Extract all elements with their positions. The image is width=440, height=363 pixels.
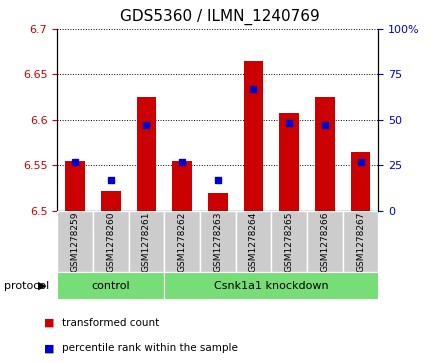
Bar <box>164 272 378 299</box>
Bar <box>65 160 85 211</box>
Text: ■: ■ <box>44 343 55 354</box>
Text: GSM1278261: GSM1278261 <box>142 211 151 272</box>
Text: GSM1278260: GSM1278260 <box>106 211 115 272</box>
Bar <box>136 97 156 211</box>
Bar <box>164 211 200 272</box>
Text: protocol: protocol <box>4 281 50 291</box>
Bar <box>57 211 93 272</box>
Bar <box>236 211 271 272</box>
Text: GDS5360 / ILMN_1240769: GDS5360 / ILMN_1240769 <box>120 9 320 25</box>
Text: control: control <box>92 281 130 291</box>
Bar <box>57 272 164 299</box>
Text: GSM1278263: GSM1278263 <box>213 211 222 272</box>
Text: GSM1278264: GSM1278264 <box>249 211 258 272</box>
Bar <box>101 191 121 211</box>
Text: GSM1278262: GSM1278262 <box>178 211 187 272</box>
Text: GSM1278259: GSM1278259 <box>70 211 80 272</box>
Bar <box>244 61 263 211</box>
Bar <box>279 113 299 211</box>
Bar <box>315 97 335 211</box>
Bar <box>343 211 378 272</box>
Bar <box>93 211 128 272</box>
Text: percentile rank within the sample: percentile rank within the sample <box>62 343 238 354</box>
Bar <box>351 151 370 211</box>
Text: ▶: ▶ <box>37 281 46 291</box>
Bar <box>208 193 227 211</box>
Bar <box>307 211 343 272</box>
Bar <box>271 211 307 272</box>
Text: ■: ■ <box>44 318 55 328</box>
Bar <box>128 211 164 272</box>
Text: GSM1278267: GSM1278267 <box>356 211 365 272</box>
Text: GSM1278265: GSM1278265 <box>285 211 293 272</box>
Bar <box>200 211 236 272</box>
Text: GSM1278266: GSM1278266 <box>320 211 330 272</box>
Bar <box>172 160 192 211</box>
Text: transformed count: transformed count <box>62 318 159 328</box>
Text: Csnk1a1 knockdown: Csnk1a1 knockdown <box>214 281 329 291</box>
